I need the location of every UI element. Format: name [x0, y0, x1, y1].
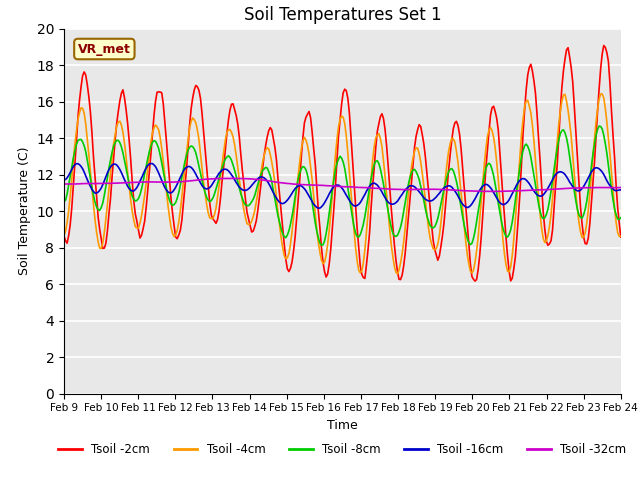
Tsoil -32cm: [129, 180, 136, 185]
Title: Soil Temperatures Set 1: Soil Temperatures Set 1: [244, 6, 441, 24]
Tsoil -32cm: [255, 177, 263, 182]
Tsoil -4cm: [303, 143, 311, 148]
Tsoil -8cm: [595, 123, 603, 129]
Tsoil -2cm: [617, 234, 625, 240]
Legend: Tsoil -2cm, Tsoil -4cm, Tsoil -8cm, Tsoil -16cm, Tsoil -32cm: Tsoil -2cm, Tsoil -4cm, Tsoil -8cm, Tsoi…: [54, 438, 631, 461]
Tsoil -2cm: [588, 201, 595, 207]
Tsoil -2cm: [303, 111, 311, 117]
Tsoil -16cm: [255, 175, 263, 180]
Tsoil -8cm: [244, 203, 252, 208]
Tsoil -8cm: [226, 155, 234, 160]
Line: Tsoil -32cm: Tsoil -32cm: [64, 179, 621, 192]
Tsoil -32cm: [617, 185, 625, 191]
Tsoil -4cm: [226, 127, 234, 132]
Tsoil -16cm: [129, 188, 136, 194]
Tsoil -8cm: [60, 199, 68, 204]
Tsoil -16cm: [314, 205, 322, 211]
Tsoil -8cm: [303, 172, 311, 178]
Tsoil -32cm: [479, 189, 486, 194]
Tsoil -4cm: [254, 190, 262, 196]
Tsoil -16cm: [589, 167, 596, 173]
Line: Tsoil -4cm: Tsoil -4cm: [64, 94, 621, 274]
Tsoil -16cm: [246, 184, 254, 190]
Tsoil -32cm: [60, 181, 68, 187]
Tsoil -8cm: [317, 242, 325, 248]
Tsoil -32cm: [305, 182, 313, 188]
Tsoil -4cm: [244, 222, 252, 228]
Line: Tsoil -8cm: Tsoil -8cm: [64, 126, 621, 245]
Tsoil -2cm: [129, 179, 136, 184]
Tsoil -16cm: [147, 161, 155, 167]
Line: Tsoil -2cm: Tsoil -2cm: [64, 46, 621, 281]
Tsoil -32cm: [220, 176, 228, 181]
Tsoil -2cm: [254, 207, 262, 213]
Y-axis label: Soil Temperature (C): Soil Temperature (C): [18, 147, 31, 276]
Tsoil -8cm: [254, 181, 262, 187]
Tsoil -16cm: [60, 177, 68, 183]
Text: VR_met: VR_met: [78, 43, 131, 56]
Tsoil -2cm: [60, 233, 68, 239]
Tsoil -32cm: [228, 176, 236, 181]
X-axis label: Time: Time: [327, 419, 358, 432]
Line: Tsoil -16cm: Tsoil -16cm: [64, 164, 621, 208]
Tsoil -2cm: [226, 107, 234, 113]
Tsoil -4cm: [617, 233, 625, 239]
Tsoil -16cm: [228, 172, 236, 178]
Tsoil -4cm: [588, 173, 595, 179]
Tsoil -8cm: [617, 215, 625, 221]
Tsoil -4cm: [394, 271, 401, 277]
Tsoil -8cm: [129, 193, 136, 199]
Tsoil -32cm: [246, 176, 254, 182]
Tsoil -2cm: [244, 216, 252, 222]
Tsoil -8cm: [588, 164, 595, 170]
Tsoil -4cm: [596, 91, 604, 97]
Tsoil -4cm: [60, 232, 68, 238]
Tsoil -4cm: [129, 209, 136, 215]
Tsoil -2cm: [471, 278, 479, 284]
Tsoil -16cm: [305, 193, 313, 199]
Tsoil -32cm: [589, 185, 596, 191]
Tsoil -16cm: [617, 187, 625, 193]
Tsoil -2cm: [600, 43, 607, 48]
